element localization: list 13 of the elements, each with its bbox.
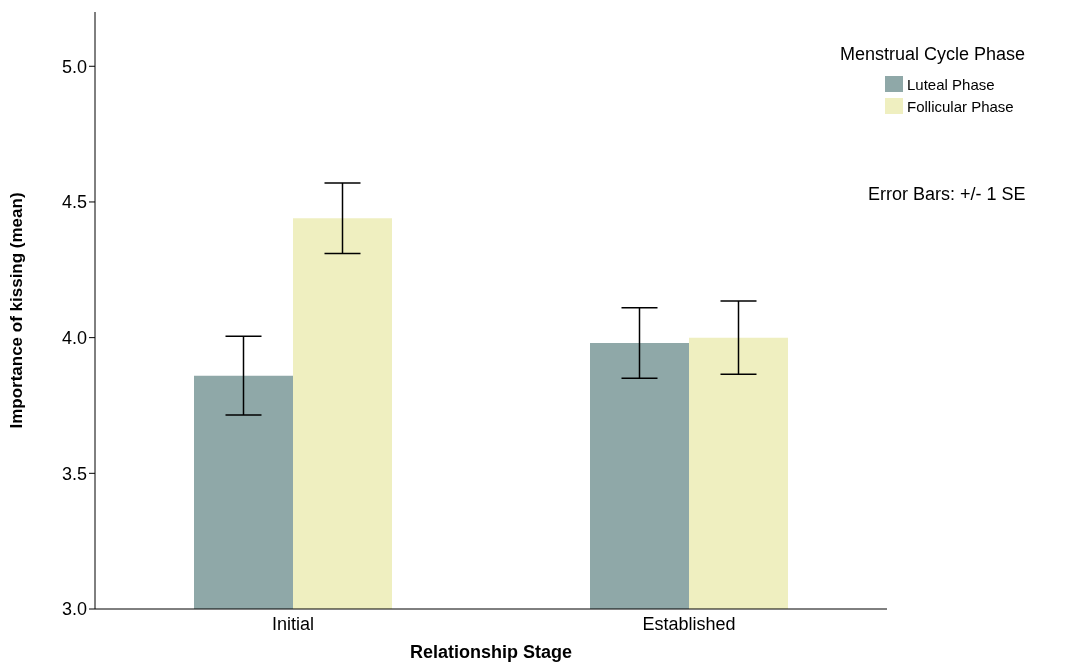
y-tick-label: 5.0	[61, 56, 87, 77]
annotation: Error Bars: +/- 1 SE	[868, 184, 1026, 205]
y-tick-label: 3.5	[61, 463, 87, 484]
legend-label: Luteal Phase	[907, 75, 995, 93]
legend-label: Follicular Phase	[907, 97, 1014, 115]
x-tick-label: Established	[642, 613, 736, 634]
legend-title: Menstrual Cycle Phase	[840, 44, 1027, 65]
y-tick-label: 3.0	[61, 599, 87, 620]
y-tick-label: 4.5	[61, 192, 87, 213]
y-tick-label: 4.0	[61, 328, 87, 349]
x-axis-title: Relationship Stage	[409, 642, 573, 662]
y-axis-title: Importance of kissing (mean)	[7, 192, 27, 429]
x-tick-label: Initial	[271, 613, 315, 634]
